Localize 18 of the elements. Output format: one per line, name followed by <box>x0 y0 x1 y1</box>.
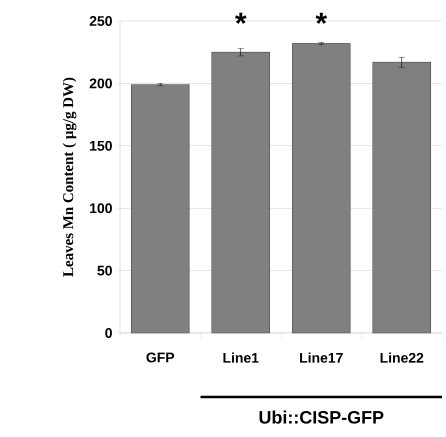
text: Ubi::CISP-GFP <box>260 410 384 424</box>
annotation: * <box>235 12 247 24</box>
bar <box>211 52 270 334</box>
y-tick-label: 100 <box>90 203 112 214</box>
bar <box>292 43 351 334</box>
x-tick-label: Line22 <box>380 352 424 363</box>
annotation: * <box>316 12 328 24</box>
y-axis-title: Leaves Mn Content ( µg/g DW) <box>62 78 76 277</box>
y-tick-label: 50 <box>97 266 112 276</box>
y-tick-label: 200 <box>90 78 112 88</box>
bar <box>130 84 190 334</box>
x-tick-label: Line1 <box>223 352 259 363</box>
x-tick-label: Line17 <box>300 352 343 363</box>
y-tick-label: 250 <box>90 16 112 26</box>
x-tick-label: GFP <box>146 352 174 362</box>
y-tick-label: 150 <box>90 140 112 151</box>
bar <box>372 62 432 334</box>
y-tick-label: 0 <box>105 328 112 338</box>
